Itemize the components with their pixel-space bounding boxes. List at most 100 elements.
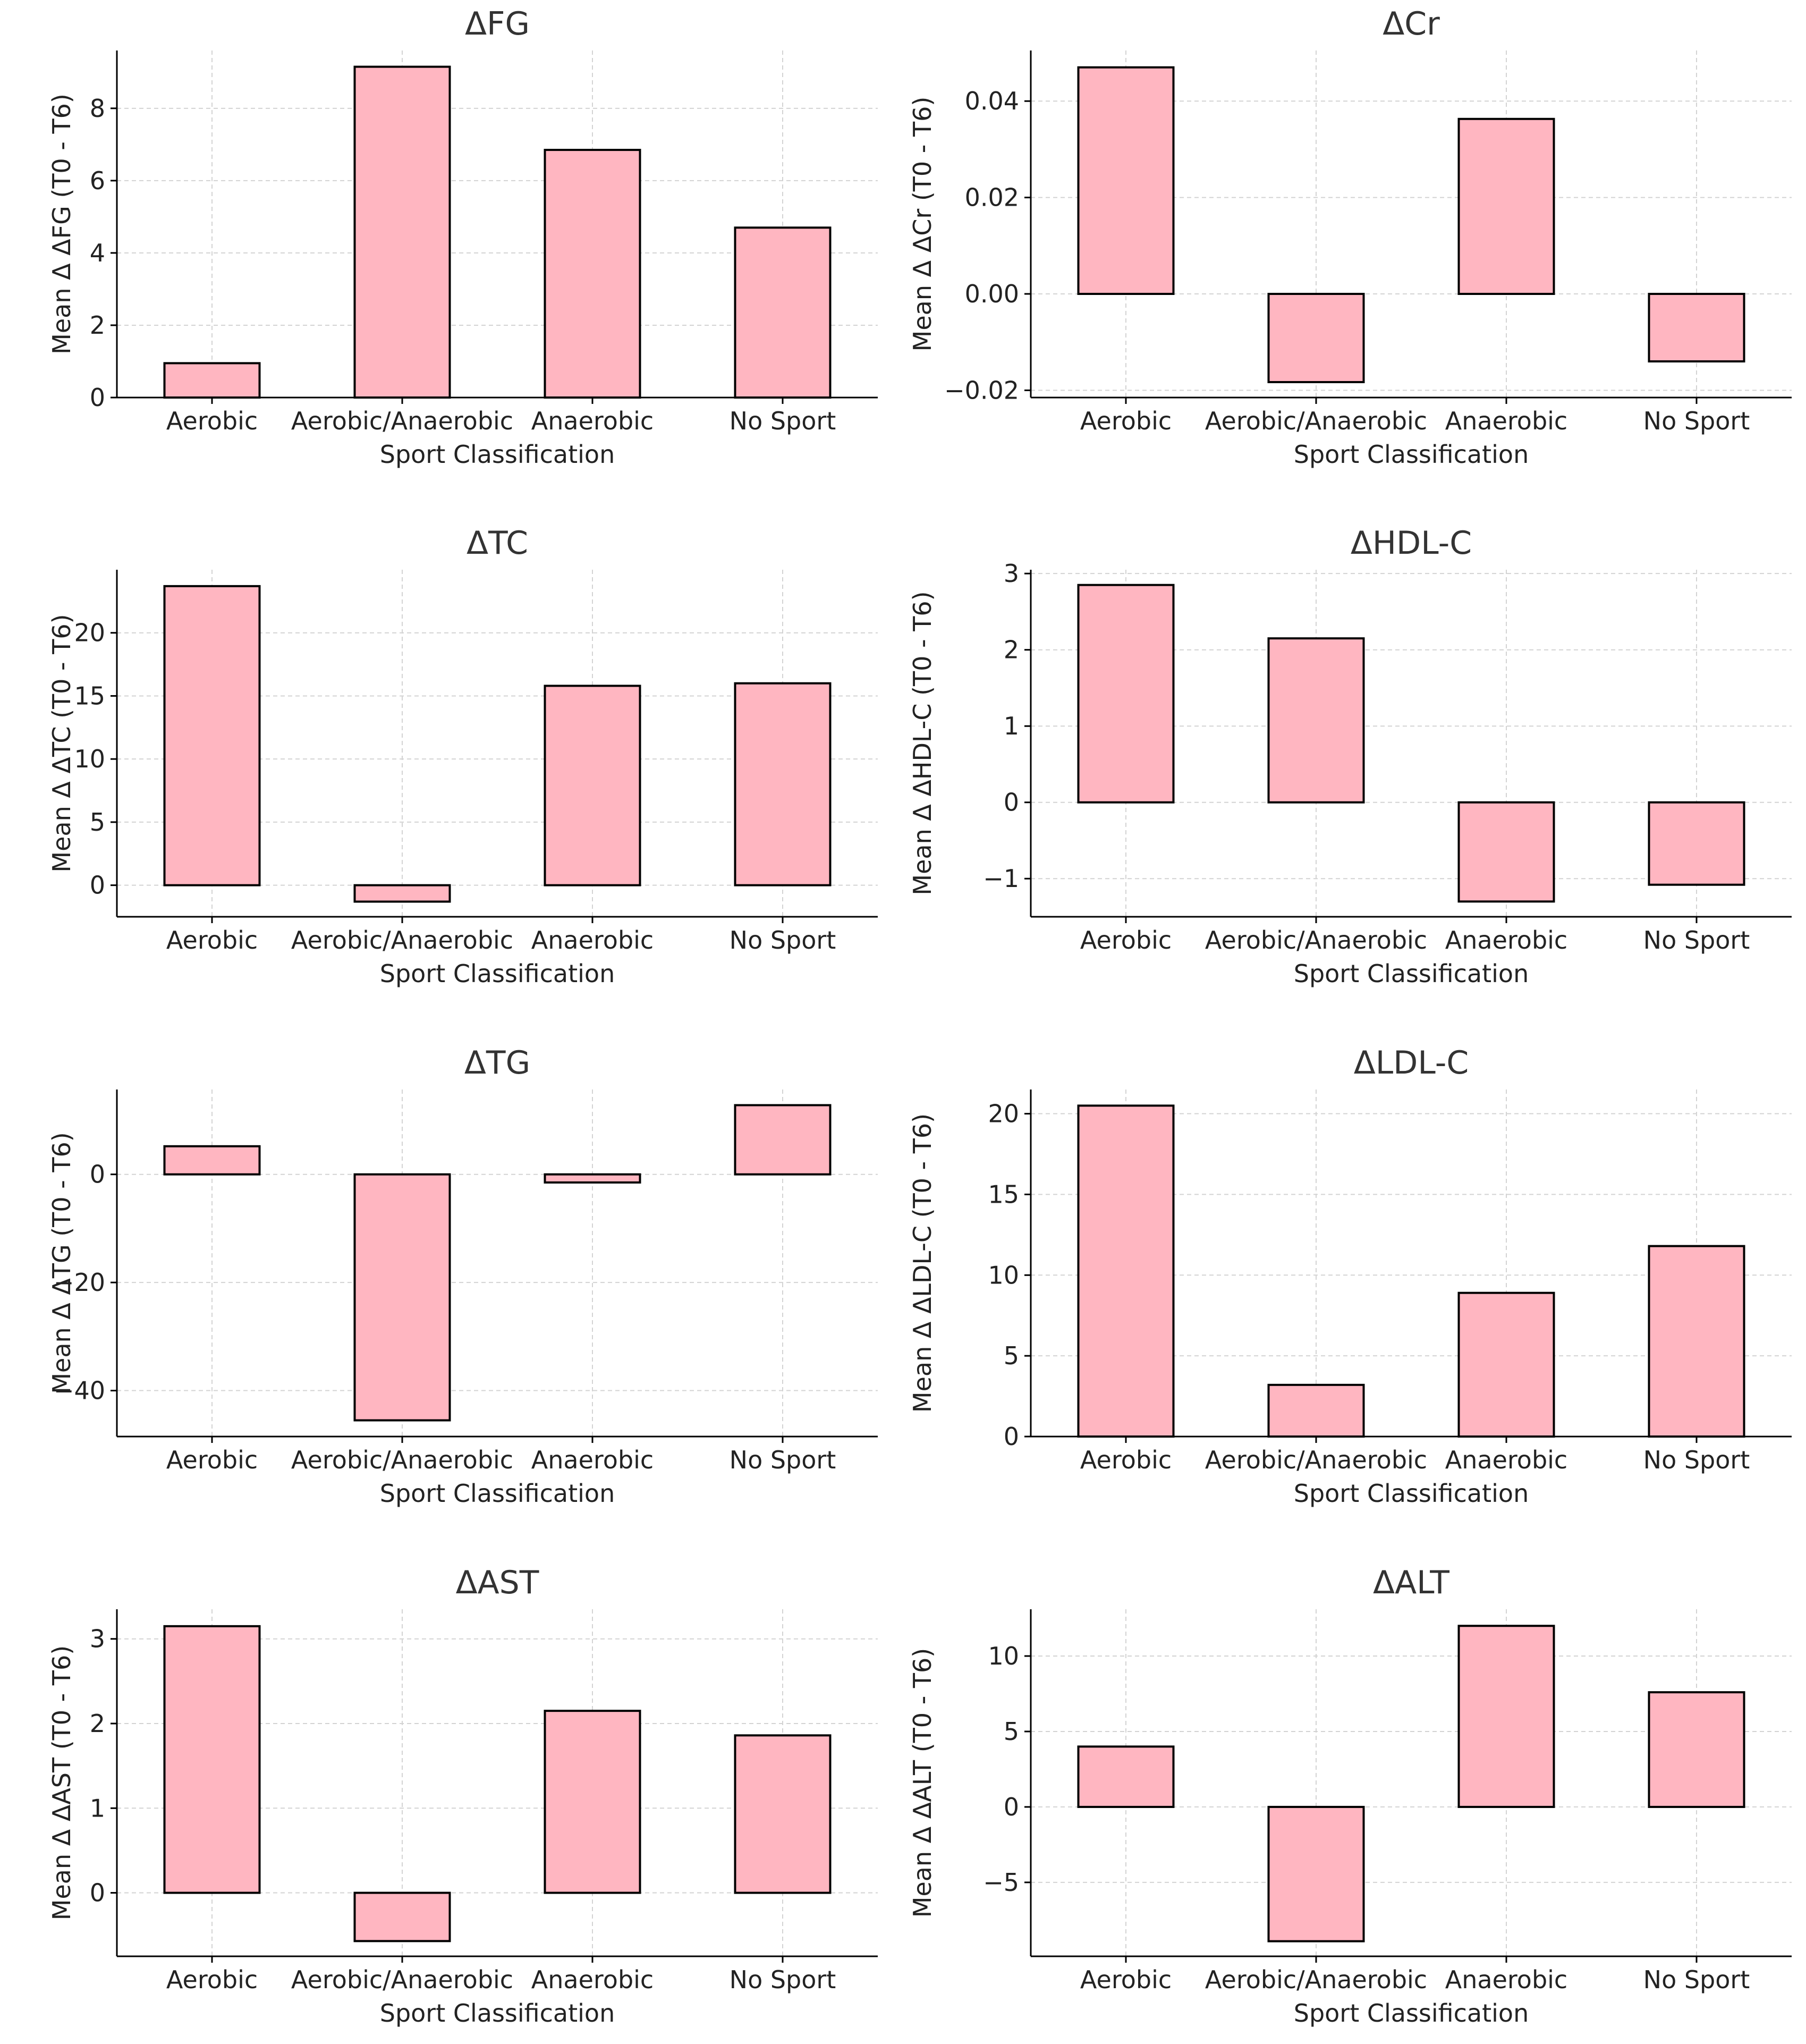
bar-anaerobic <box>544 1710 641 1894</box>
bar-aerobic <box>1077 1104 1175 1438</box>
y-tick-label: 5 <box>1004 1717 1019 1746</box>
bars <box>1077 584 1745 903</box>
x-tick-label: Anaerobic <box>1445 1446 1567 1474</box>
bar-no-sport <box>1648 1245 1745 1438</box>
bar-aerobic-anaerobic <box>353 65 451 399</box>
y-tick-label: 3 <box>90 1625 105 1653</box>
y-tick-label: −5 <box>983 1868 1019 1897</box>
y-tick-label: 0 <box>1004 788 1019 817</box>
bar-anaerobic <box>1457 1625 1555 1808</box>
y-tick-label: 0.04 <box>965 87 1019 115</box>
y-tick-label: 0 <box>90 1879 105 1907</box>
chart-title: ΔALT <box>1373 1564 1449 1601</box>
x-tick-label: Anaerobic <box>531 1446 654 1474</box>
x-tick-label: Anaerobic <box>1445 1965 1567 1994</box>
x-tick-label: No Sport <box>1643 926 1750 955</box>
chart-panel-1: 0 2 4 6 8 Aerobic Aerobic/Anaerobic Anaerobic No… <box>47 5 878 469</box>
bar-no-sport <box>1648 1691 1745 1808</box>
x-tick-label: No Sport <box>730 1965 836 1994</box>
x-tick-label: Aerobic/Anaerobic <box>291 407 513 435</box>
x-axis-label: Sport Classification <box>1294 440 1529 469</box>
bar-anaerobic <box>544 1173 641 1184</box>
bar-aerobic-anaerobic <box>1267 1805 1365 1942</box>
bar-anaerobic <box>1457 801 1555 903</box>
y-tick-label: 0 <box>1004 1793 1019 1821</box>
bars <box>1077 66 1745 383</box>
y-tick-label: −1 <box>983 864 1019 893</box>
chart-title: ΔTC <box>467 525 528 562</box>
bars <box>163 1625 832 1942</box>
y-tick-label: 2 <box>90 311 105 340</box>
chart-title: ΔTG <box>464 1044 530 1082</box>
bar-no-sport <box>734 1734 832 1894</box>
bar-aerobic <box>1077 1745 1175 1808</box>
y-tick-label: −40 <box>54 1376 105 1405</box>
y-axis-label: Mean Δ ΔTC (T0 - T6) <box>47 614 76 872</box>
x-tick-label: Aerobic <box>166 1965 258 1994</box>
bar-no-sport <box>734 226 832 399</box>
y-tick-label: 4 <box>90 239 105 267</box>
x-tick-label: Aerobic <box>166 407 258 435</box>
bar-aerobic-anaerobic <box>1267 1383 1365 1438</box>
y-tick-label: 2 <box>1004 636 1019 664</box>
y-tick-label: 8 <box>90 94 105 123</box>
chart-panel-2: −0.02 0.00 0.02 0.04 Aerobic Aerobic/Anaerobi… <box>908 5 1792 469</box>
x-tick-label: Aerobic <box>1080 407 1172 435</box>
bar-no-sport <box>734 1104 832 1176</box>
bar-anaerobic <box>1457 117 1555 295</box>
bar-no-sport <box>1648 801 1745 886</box>
x-tick-label: No Sport <box>1643 1965 1750 1994</box>
x-tick-label: No Sport <box>730 926 836 955</box>
x-axis-label: Sport Classification <box>380 959 615 988</box>
chart-title: ΔCr <box>1383 5 1440 43</box>
y-tick-label: 0 <box>90 383 105 412</box>
bar-aerobic-anaerobic <box>353 1173 451 1422</box>
bar-aerobic <box>1077 66 1175 295</box>
x-tick-label: Aerobic/Anaerobic <box>1205 1446 1427 1474</box>
chart-title: ΔFG <box>465 5 530 43</box>
x-tick-label: Aerobic <box>1080 1446 1172 1474</box>
bar-aerobic <box>163 362 261 399</box>
bar-anaerobic <box>544 685 641 886</box>
x-tick-label: Anaerobic <box>531 1965 654 1994</box>
chart-panel-8: −5 0 5 10 Aerobic Aerobic/Anaerobic Anaerobic N… <box>908 1564 1792 2028</box>
y-tick-label: 1 <box>1004 712 1019 740</box>
x-tick-label: Anaerobic <box>1445 926 1567 955</box>
y-tick-label: 0 <box>1004 1422 1019 1451</box>
x-axis-label: Sport Classification <box>380 1999 615 2028</box>
bars <box>1077 1625 1745 1942</box>
chart-panel-7: 0 1 2 3 Aerobic Aerobic/Anaerobic Anaerobic No … <box>47 1564 878 2028</box>
y-tick-label: 5 <box>90 808 105 837</box>
bar-aerobic <box>163 585 261 886</box>
y-tick-label: 6 <box>90 166 105 195</box>
y-tick-label: −20 <box>54 1268 105 1297</box>
x-tick-label: Anaerobic <box>531 407 654 435</box>
y-tick-label: 20 <box>988 1100 1019 1128</box>
y-axis-label: Mean Δ ΔLDL-C (T0 - T6) <box>908 1113 937 1413</box>
x-axis-label: Sport Classification <box>1294 1999 1529 2028</box>
x-axis-label: Sport Classification <box>380 1479 615 1508</box>
y-tick-label: 15 <box>74 681 105 710</box>
y-tick-label: 1 <box>90 1794 105 1822</box>
bars <box>163 585 832 903</box>
bar-aerobic <box>163 1625 261 1894</box>
bar-anaerobic <box>1457 1291 1555 1438</box>
y-tick-label: 10 <box>988 1642 1019 1670</box>
y-axis-label: Mean Δ ΔHDL-C (T0 - T6) <box>908 591 937 895</box>
x-tick-label: Anaerobic <box>1445 407 1567 435</box>
x-tick-label: Aerobic/Anaerobic <box>291 926 513 955</box>
x-axis-label: Sport Classification <box>380 440 615 469</box>
x-axis-label: Sport Classification <box>1294 959 1529 988</box>
bar-no-sport <box>734 682 832 886</box>
y-tick-label: 20 <box>74 619 105 647</box>
chart-panel-6: 0 5 10 15 20 Aerobic Aerobic/Anaerobic Anaerobi… <box>908 1044 1792 1508</box>
x-tick-label: No Sport <box>1643 407 1750 435</box>
bar-no-sport <box>1648 293 1745 362</box>
y-axis-label: Mean Δ ΔTG (T0 - T6) <box>47 1132 76 1393</box>
bar-aerobic <box>1077 584 1175 804</box>
x-tick-label: Anaerobic <box>531 926 654 955</box>
y-tick-label: 5 <box>1004 1341 1019 1370</box>
x-tick-label: No Sport <box>1643 1446 1750 1474</box>
chart-title: ΔAST <box>456 1564 539 1601</box>
